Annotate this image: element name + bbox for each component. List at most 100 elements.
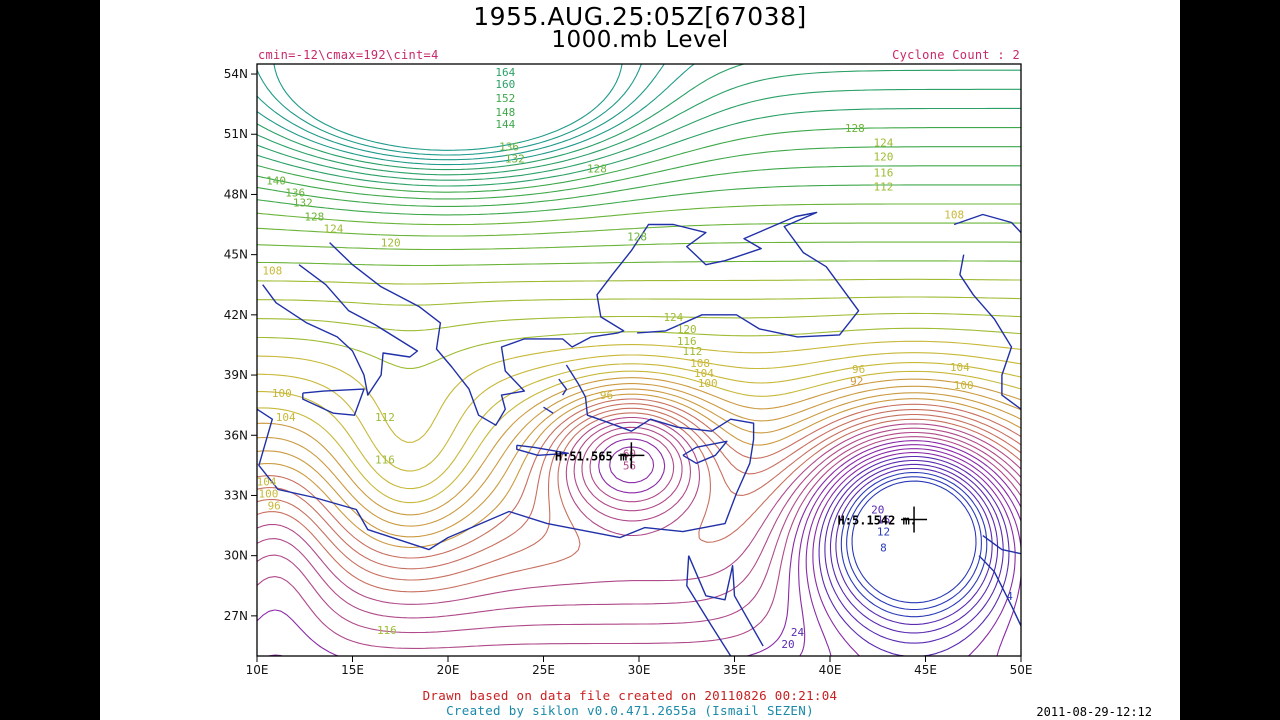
contour-label: 120 (381, 237, 401, 250)
contour-label: 92 (850, 375, 863, 388)
contour-line (257, 438, 1021, 656)
contour-line (257, 64, 642, 156)
contour-line (257, 64, 665, 161)
contour-line (257, 184, 1021, 216)
lon-tick-label: 45E (914, 663, 937, 677)
contour-line (257, 327, 1021, 369)
contour-interval-info: cmin=-12\cmax=192\cint=4 (258, 48, 439, 62)
contour-label: 60 (623, 447, 636, 460)
contour-label: 112 (375, 411, 395, 424)
lat-tick-label: 33N (224, 488, 248, 502)
contour-label: 116 (677, 335, 697, 348)
contour-line (851, 480, 977, 604)
timestamp: 2011-08-29-12:12 (1036, 705, 1152, 719)
contour-label: 112 (874, 180, 894, 193)
coastline (682, 440, 728, 464)
lat-tick-label: 27N (224, 609, 248, 623)
contour-label: 56 (623, 459, 636, 472)
contour-label: 96 (852, 363, 865, 376)
cyclone-count: Cyclone Count : 2 (892, 48, 1020, 62)
contour-line (257, 340, 1021, 443)
axis-ticks: 54N 51N 48N 45N 42N 39N 36N 33N 30N 27N 10E 15E 20E 2… (224, 67, 1033, 677)
contour-line (257, 407, 1021, 581)
contour-line (257, 312, 1021, 332)
lat-tick-label: 51N (224, 127, 248, 141)
contour-line (257, 107, 1021, 187)
coastline (302, 388, 365, 416)
contour-lines (257, 64, 1021, 656)
contour-line (835, 467, 993, 625)
contour-line (824, 459, 1004, 644)
lat-tick-label: 48N (224, 187, 248, 201)
contour-label: 104 (276, 411, 296, 424)
coastline (257, 364, 755, 551)
contour-label: 120 (677, 323, 697, 336)
lon-tick-label: 15E (341, 663, 364, 677)
contour-line (257, 377, 1021, 516)
contour-line (266, 444, 1021, 656)
contour-label: 120 (874, 150, 894, 163)
lon-tick-label: 35E (723, 663, 746, 677)
contour-line (257, 370, 1021, 504)
contour-line (257, 352, 1021, 472)
contour-label: 104 (694, 367, 714, 380)
contour-line (805, 448, 1021, 656)
coastline (329, 211, 860, 426)
lat-tick-label: 36N (224, 428, 248, 442)
contour-line (257, 416, 1021, 605)
coastline (516, 444, 569, 456)
contour-label: 104 (950, 361, 970, 374)
coastline (978, 555, 1021, 627)
coastline (686, 555, 732, 656)
contour-line (257, 88, 1021, 181)
contour-line (846, 476, 982, 611)
lon-tick-label: 30E (628, 663, 651, 677)
contour-line (257, 426, 1021, 634)
contour-label: 108 (944, 209, 964, 222)
contour-label: 112 (683, 345, 703, 358)
contour-label: 12 (877, 526, 890, 539)
contour-line (257, 146, 1021, 200)
contour-label: 96 (600, 389, 613, 402)
contour-label: 164 (495, 66, 515, 79)
contour-label: 128 (587, 162, 607, 175)
contour-line (840, 471, 988, 618)
contour-label: 24 (791, 626, 805, 639)
map-frame (256, 63, 1022, 657)
contour-line (257, 64, 695, 166)
coastline (953, 213, 1021, 234)
contour-line (818, 455, 1010, 656)
contour-label: 16 (877, 514, 890, 527)
contour-label: 108 (690, 357, 710, 370)
lon-tick-label: 10E (246, 663, 269, 677)
contour-label: 132 (293, 196, 313, 209)
contour-line (829, 463, 999, 634)
contour-label: 124 (323, 223, 343, 236)
coastline (543, 406, 554, 414)
contour-label: 128 (304, 211, 324, 224)
contour-line (257, 388, 1021, 538)
contour-label: 100 (954, 379, 974, 392)
lat-tick-label: 45N (224, 248, 248, 262)
contour-label: 8 (880, 542, 887, 555)
contour-line (257, 165, 1021, 207)
contour-line (812, 452, 1016, 656)
coastline (982, 535, 1021, 555)
contour-label: 160 (495, 78, 515, 91)
contour-line (257, 222, 1021, 237)
contour-line (257, 403, 1021, 570)
coastline (558, 378, 568, 396)
credit-line: Created by siklon v0.0.471.2655a (Ismail… (446, 703, 814, 718)
contour-line (273, 64, 623, 151)
contour-label: 152 (495, 92, 515, 105)
contour-line (257, 412, 1021, 593)
contour-label: 96 (268, 500, 281, 513)
contour-label: 136 (285, 186, 305, 199)
contour-line (257, 64, 744, 171)
coastline (688, 555, 764, 647)
map-plot: 1641601521481441361321281401361321281241… (224, 63, 1033, 677)
contour-label: 20 (781, 638, 794, 651)
contour-label: 128 (845, 122, 865, 135)
contour-label: 140 (266, 174, 286, 187)
contour-line (257, 203, 1021, 226)
